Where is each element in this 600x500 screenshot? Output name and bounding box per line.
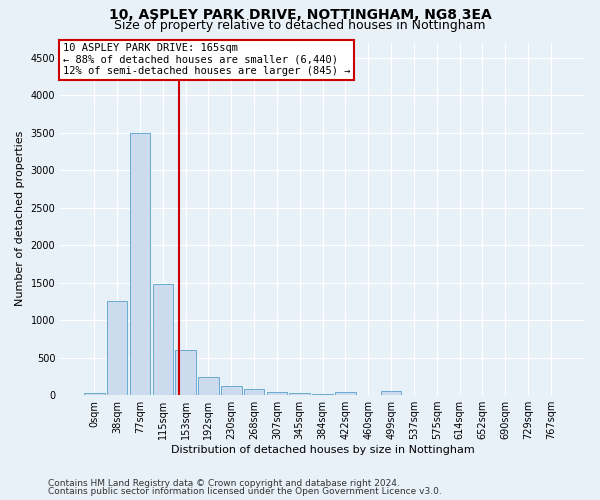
Text: Contains HM Land Registry data © Crown copyright and database right 2024.: Contains HM Land Registry data © Crown c…	[48, 478, 400, 488]
Bar	[107, 302, 127, 395]
Bar	[289, 393, 310, 395]
Text: 10, ASPLEY PARK DRIVE, NOTTINGHAM, NG8 3EA: 10, ASPLEY PARK DRIVE, NOTTINGHAM, NG8 3…	[109, 8, 491, 22]
Bar	[221, 386, 242, 395]
Text: Contains public sector information licensed under the Open Government Licence v3: Contains public sector information licen…	[48, 487, 442, 496]
Bar	[313, 394, 333, 395]
X-axis label: Distribution of detached houses by size in Nottingham: Distribution of detached houses by size …	[171, 445, 475, 455]
Text: 10 ASPLEY PARK DRIVE: 165sqm
← 88% of detached houses are smaller (6,440)
12% of: 10 ASPLEY PARK DRIVE: 165sqm ← 88% of de…	[63, 43, 350, 76]
Bar	[84, 393, 104, 395]
Bar	[198, 377, 219, 395]
Bar	[152, 284, 173, 395]
Bar	[130, 132, 150, 395]
Bar	[244, 390, 265, 395]
Y-axis label: Number of detached properties: Number of detached properties	[15, 131, 25, 306]
Text: Size of property relative to detached houses in Nottingham: Size of property relative to detached ho…	[114, 18, 486, 32]
Bar	[335, 392, 356, 395]
Bar	[175, 350, 196, 395]
Bar	[381, 391, 401, 395]
Bar	[266, 392, 287, 395]
